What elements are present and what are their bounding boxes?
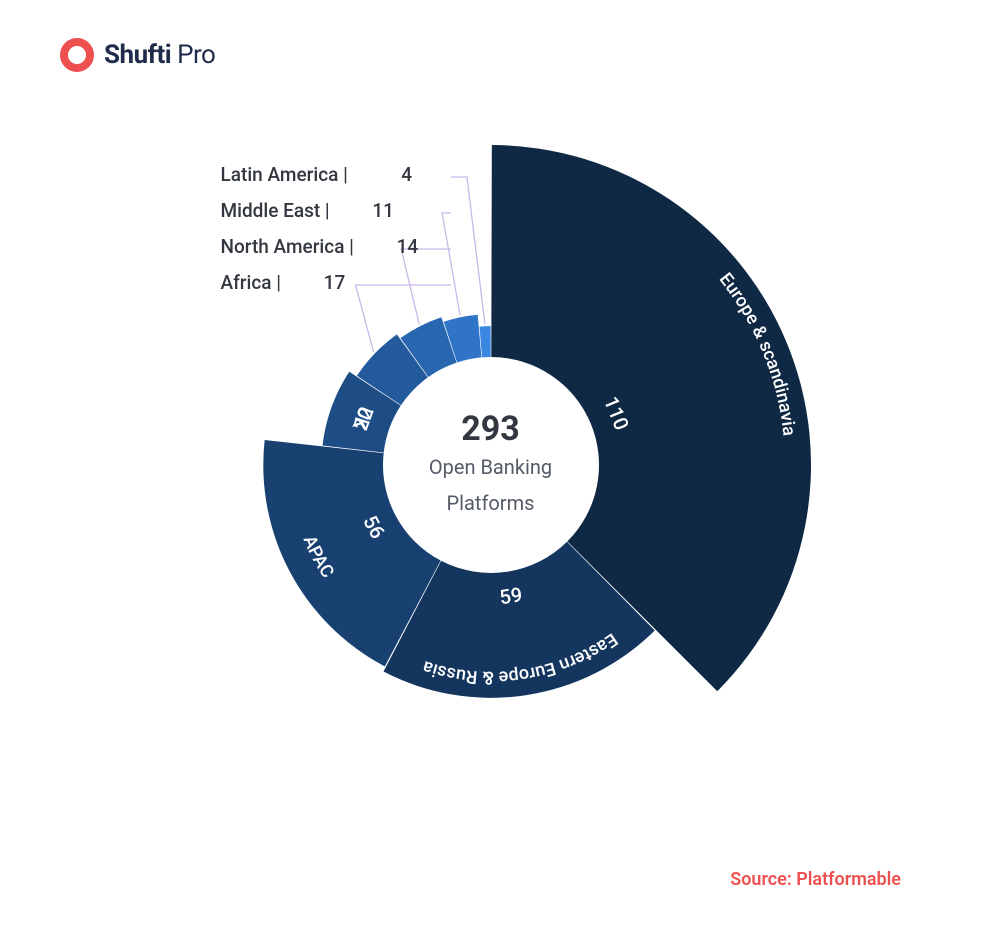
- center-label-2: Platforms: [447, 485, 535, 521]
- callout-label: Africa | 17: [221, 271, 346, 294]
- callout-label: North America | 14: [221, 235, 419, 258]
- center-label-1: Open Banking: [429, 449, 552, 485]
- polar-area-chart: 110Europe & scandinavia59Eastern Europe …: [101, 65, 881, 865]
- callout-label: Latin America | 4: [221, 163, 413, 186]
- chart-slice: [479, 326, 490, 357]
- source-attribution: Source: Platformable: [730, 869, 901, 890]
- callout-leader: [401, 249, 451, 324]
- callout-label: Middle East | 11: [221, 199, 394, 222]
- callout-leader: [451, 177, 485, 324]
- center-number: 293: [461, 409, 520, 449]
- chart-center: 293Open BankingPlatforms: [396, 370, 586, 560]
- source-name: Platformable: [796, 869, 901, 890]
- callout-leader: [442, 213, 460, 315]
- slice-value: 59: [497, 582, 523, 609]
- source-prefix: Source:: [730, 869, 796, 890]
- logo-ring-icon: [60, 38, 94, 72]
